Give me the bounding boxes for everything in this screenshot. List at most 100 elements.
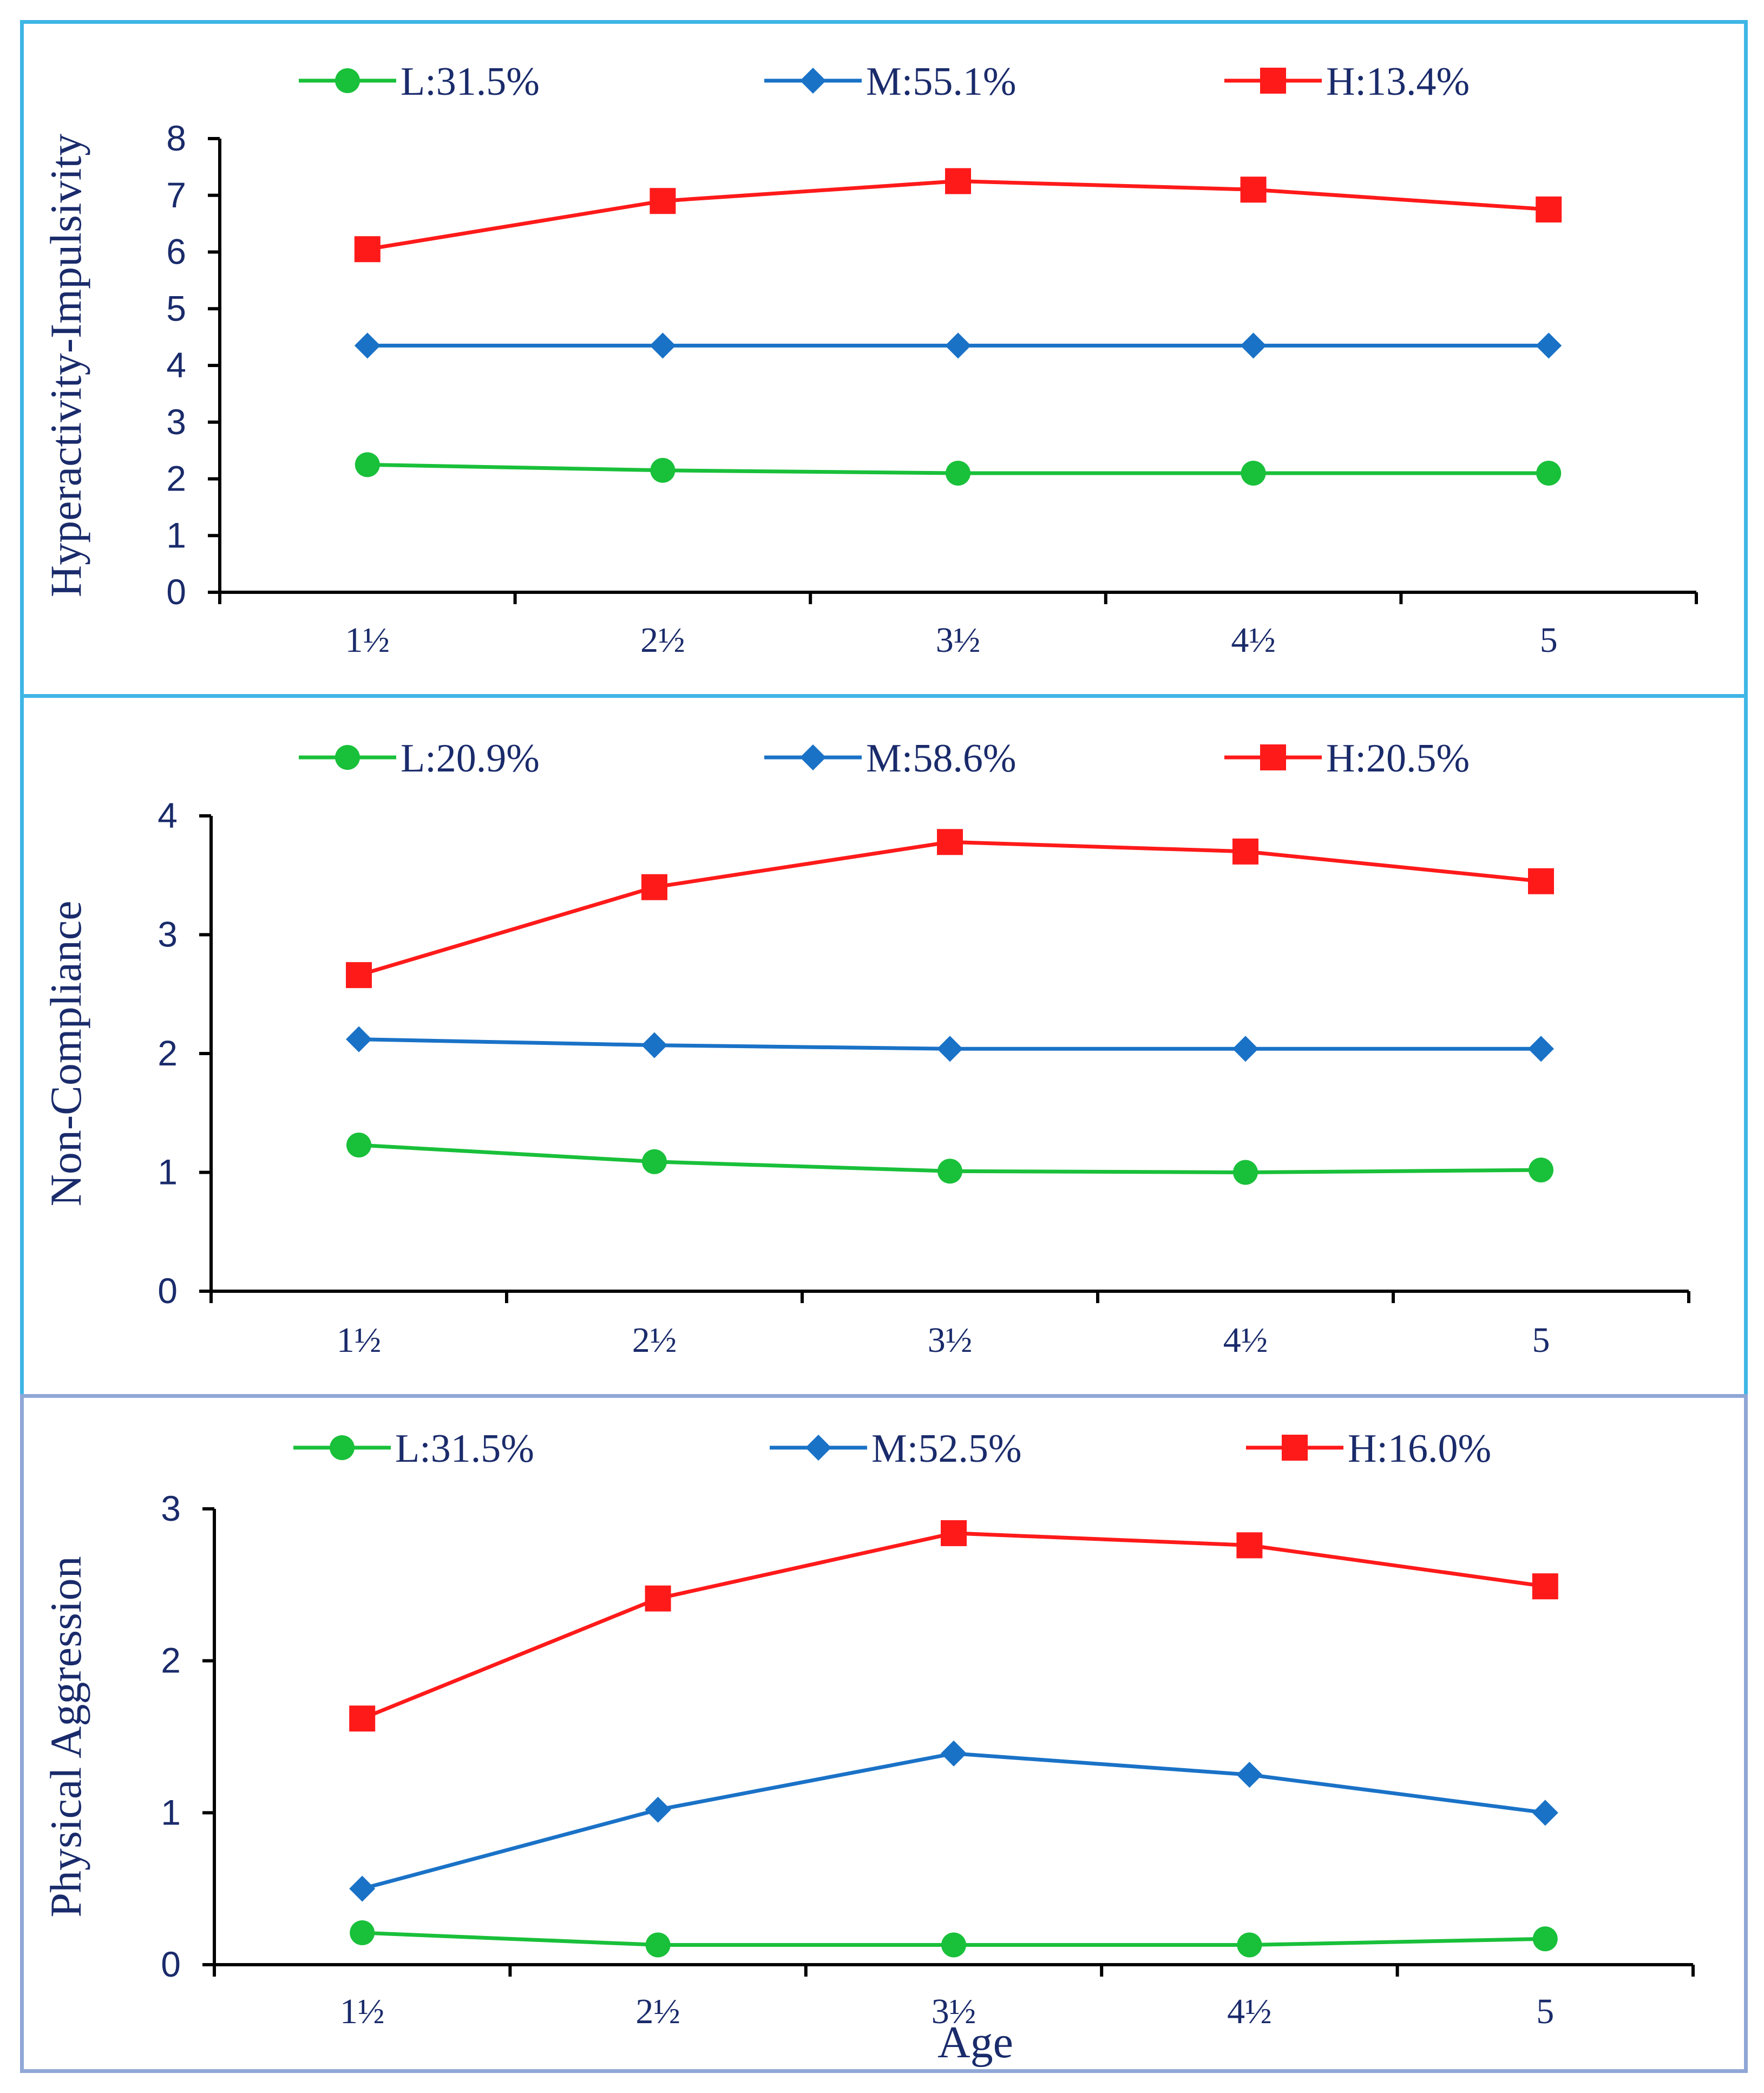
data-point-square [645,1585,671,1612]
data-point-diamond [1240,332,1267,359]
data-point-circle [650,457,676,483]
data-point-square [641,874,667,900]
data-point-circle [1536,461,1562,486]
x-tick-label: 1½ [345,620,390,660]
data-point-square [1528,868,1554,894]
data-point-diamond [1232,1036,1258,1062]
data-point-square [349,1705,376,1732]
legend-label: M:52.5% [871,1427,1022,1471]
series-line-diamond [362,1751,1546,1891]
x-axis-label: Age [937,2017,1013,2068]
x-tick-label: 3½ [936,620,981,660]
y-tick-label: 0 [158,1271,178,1311]
data-point-circle [645,1932,671,1958]
data-point-circle [1233,1160,1258,1185]
chart-panel-physical-aggression: 0 1 2 3 1½ 2½ 3½ 4½ 5 Physical Aggression Age L:31.… [20,1394,1748,2073]
legend-marker-diamond [800,744,826,770]
y-tick-label: 8 [166,118,186,158]
y-tick-label: 1 [158,1152,178,1192]
data-point-square [937,829,963,855]
legend-marker-diamond [805,1435,831,1461]
data-point-square [650,188,676,214]
legend-label: L:31.5% [395,1427,534,1471]
chart-panel-hyperactivity: 0 1 2 3 4 5 6 7 8 1½ 2½ 3½ 4½ 5 Hyperactivity-Impulsiv… [20,20,1748,698]
x-tick-label: 5 [1532,1320,1550,1360]
data-point-diamond [641,1032,667,1058]
legend-label: H:20.5% [1326,736,1470,781]
data-point-diamond [354,332,381,359]
y-tick-label: 3 [166,402,186,442]
x-tick-label: 4½ [1223,1320,1268,1360]
legend-label: M:58.6% [866,736,1017,781]
legend-marker-diamond [800,68,826,94]
x-tick-label: 2½ [635,1992,680,2031]
legend-label: L:31.5% [401,60,540,104]
y-tick-label: 1 [166,515,186,555]
data-point-square [1232,838,1258,865]
y-tick-label: 6 [166,232,186,272]
data-point-diamond [349,1875,376,1902]
x-tick-label: 5 [1536,1992,1554,2031]
legend-label: M:55.1% [866,60,1017,104]
data-point-diamond [1536,332,1562,359]
data-point-square [1236,1532,1263,1559]
y-tick-label: 3 [161,1488,181,1528]
legend-label: L:20.9% [401,736,540,781]
x-tick-label: 4½ [1231,620,1276,660]
y-tick-label: 2 [161,1640,181,1680]
legend-marker-circle [335,745,360,770]
data-point-circle [350,1920,375,1946]
chart-panel-non-compliance: 0 1 2 3 4 1½ 2½ 3½ 4½ 5 Non-Compliance L:20.9% M:58.… [20,694,1748,1398]
y-tick-label: 3 [158,914,178,954]
y-tick-label: 7 [166,175,186,215]
x-tick-label: 2½ [632,1320,677,1360]
y-tick-label: 2 [166,459,186,499]
y-tick-label: 0 [161,1944,181,1984]
data-point-circle [1532,1926,1558,1952]
x-tick-label: 3½ [932,1992,976,2031]
data-point-diamond [945,332,971,359]
data-point-square [941,1520,967,1546]
data-point-diamond [645,1796,671,1823]
legend-marker-square [1282,1435,1308,1461]
y-tick-label: 1 [161,1792,181,1832]
data-point-diamond [1528,1036,1554,1062]
data-point-square [945,168,971,194]
x-tick-label: 1½ [340,1992,385,2031]
data-point-diamond [941,1740,967,1767]
legend-label: H:13.4% [1326,60,1470,104]
y-tick-label: 4 [166,345,186,385]
data-point-diamond [650,332,676,359]
chart-hyperactivity-impulsivity: 0 1 2 3 4 5 6 7 8 1½ 2½ 3½ 4½ 5 Hyperactivity-Impulsiv… [41,60,1698,660]
data-point-circle [941,1932,966,1958]
chart-physical-aggression: 0 1 2 3 1½ 2½ 3½ 4½ 5 Physical Aggression Age L:31.… [41,1427,1695,2068]
data-point-circle [937,1159,962,1184]
data-point-square [346,962,372,989]
data-point-square [354,236,381,263]
data-point-square [1532,1573,1558,1600]
legend-marker-square [1260,744,1286,770]
data-point-circle [946,461,970,486]
data-point-circle [355,452,380,478]
x-tick-label: 4½ [1227,1992,1272,2031]
data-point-diamond [346,1026,372,1052]
data-point-circle [1241,461,1266,486]
data-point-circle [642,1149,667,1174]
data-point-square [1536,196,1562,223]
y-axis-label: Physical Aggression [41,1556,90,1917]
series-line-square [358,840,1542,977]
y-axis-label: Non-Compliance [41,901,90,1207]
x-tick-label: 5 [1540,620,1558,660]
data-point-circle [346,1133,371,1158]
series-line-square [361,1531,1546,1721]
x-tick-label: 2½ [640,620,685,660]
data-point-circle [1237,1932,1262,1958]
y-tick-label: 5 [166,288,186,328]
data-point-diamond [1532,1800,1558,1826]
legend-label: H:16.0% [1348,1427,1491,1471]
y-tick-label: 2 [158,1033,178,1073]
y-tick-label: 4 [158,795,178,835]
data-point-circle [1529,1157,1553,1183]
x-tick-label: 3½ [928,1320,973,1360]
chart-non-compliance: 0 1 2 3 4 1½ 2½ 3½ 4½ 5 Non-Compliance L:20.9% M:58.… [41,736,1690,1360]
